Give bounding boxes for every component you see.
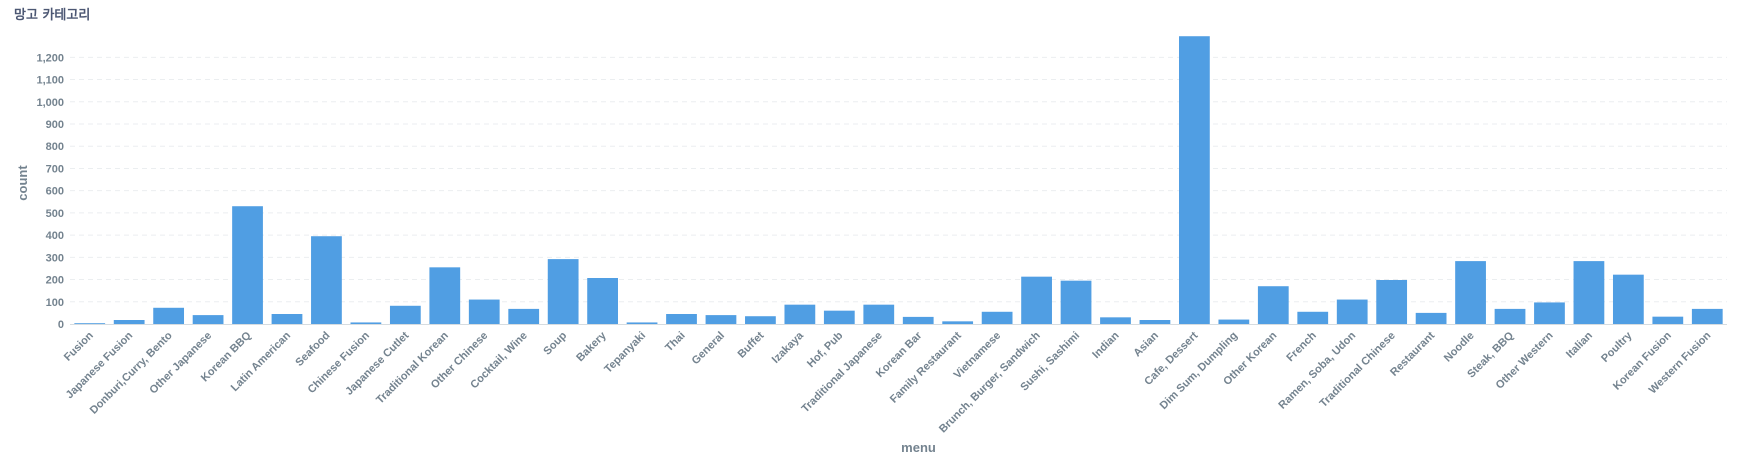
- bar[interactable]: [1691, 308, 1723, 324]
- x-tick-label: Soup: [541, 329, 569, 357]
- y-tick-label: 700: [46, 163, 64, 175]
- y-axis-label: count: [15, 165, 30, 201]
- y-tick-label: 400: [46, 230, 64, 242]
- bar[interactable]: [981, 311, 1013, 324]
- bar[interactable]: [271, 314, 303, 324]
- y-tick-label: 1,200: [36, 52, 64, 64]
- x-tick-label: Traditional Korean: [374, 329, 451, 406]
- y-tick-label: 1,100: [36, 75, 64, 87]
- bar[interactable]: [1257, 286, 1289, 324]
- bar[interactable]: [902, 316, 934, 324]
- y-axis-ticks: 0 100 200 300 400 500 600 700 800 900 1,000 1,100 1,…: [36, 52, 64, 331]
- bar[interactable]: [705, 315, 737, 324]
- bar[interactable]: [192, 315, 224, 324]
- x-tick-label: Hof, Pub: [805, 329, 846, 370]
- bar[interactable]: [1573, 261, 1605, 324]
- bar[interactable]: [1376, 280, 1408, 324]
- x-tick-label: Tepanyaki: [602, 330, 648, 376]
- x-tick-label: Noodle: [1442, 330, 1477, 365]
- bar[interactable]: [1612, 274, 1644, 324]
- x-axis-label: menu: [901, 440, 936, 455]
- x-tick-label: Indian: [1090, 329, 1122, 361]
- chart-title: 망고 카테고리: [14, 8, 91, 23]
- bar[interactable]: [1336, 299, 1368, 324]
- bar[interactable]: [153, 307, 185, 324]
- x-tick-label: Family Restaurant: [888, 329, 964, 405]
- y-tick-label: 200: [46, 275, 64, 287]
- bar[interactable]: [547, 259, 579, 324]
- bar[interactable]: [1179, 36, 1210, 324]
- x-tick-label: Traditional Chinese: [1318, 330, 1398, 410]
- bar[interactable]: [1218, 319, 1250, 324]
- x-tick-label: Izakaya: [770, 329, 807, 366]
- x-tick-label: Traditional Japanese: [799, 330, 884, 415]
- bar[interactable]: [74, 323, 106, 324]
- bar[interactable]: [863, 304, 895, 324]
- y-tick-label: 600: [46, 186, 64, 198]
- bar[interactable]: [942, 321, 974, 324]
- x-tick-label: Poultry: [1599, 329, 1635, 365]
- y-tick-label: 0: [58, 319, 64, 331]
- bar[interactable]: [1139, 320, 1171, 324]
- y-tick-label: 900: [46, 119, 64, 131]
- bar[interactable]: [508, 308, 540, 324]
- x-tick-label: Seafood: [293, 330, 332, 369]
- y-tick-label: 500: [46, 208, 64, 220]
- x-tick-label: General: [690, 330, 727, 367]
- x-tick-label: Bakery: [574, 329, 609, 364]
- bar[interactable]: [823, 310, 855, 324]
- x-tick-label: Thai: [663, 330, 687, 354]
- bar[interactable]: [113, 320, 145, 324]
- x-tick-label: Japanese Fusion: [64, 329, 136, 401]
- bar[interactable]: [1100, 317, 1131, 324]
- x-tick-label: Buffet: [736, 329, 767, 360]
- bar[interactable]: [666, 314, 697, 324]
- bar[interactable]: [626, 322, 658, 324]
- bar[interactable]: [311, 236, 342, 324]
- bar[interactable]: [1494, 308, 1526, 324]
- y-tick-label: 100: [46, 297, 64, 309]
- x-tick-label: Dim Sum, Dumpling: [1158, 330, 1240, 412]
- bar[interactable]: [468, 299, 500, 324]
- bar[interactable]: [429, 267, 461, 324]
- x-tick-label: Ramen, Soba, Udon: [1276, 329, 1358, 411]
- x-tick-label: French: [1284, 329, 1319, 364]
- bar[interactable]: [1297, 311, 1329, 324]
- grid-lines: [70, 56, 1727, 303]
- bar[interactable]: [784, 304, 816, 324]
- x-tick-label: Asian: [1131, 329, 1161, 359]
- bar[interactable]: [587, 278, 618, 324]
- y-tick-label: 1,000: [36, 97, 64, 109]
- bar[interactable]: [350, 322, 382, 324]
- bar[interactable]: [1534, 302, 1565, 324]
- bar[interactable]: [745, 316, 776, 324]
- bars: [74, 36, 1723, 324]
- y-tick-label: 800: [46, 141, 64, 153]
- bar[interactable]: [1652, 316, 1684, 324]
- bar[interactable]: [1060, 280, 1092, 324]
- x-tick-label: Italian: [1564, 329, 1595, 360]
- bar[interactable]: [232, 206, 263, 324]
- y-tick-label: 300: [46, 252, 64, 264]
- bar[interactable]: [389, 305, 421, 324]
- bar[interactable]: [1021, 276, 1052, 324]
- bar[interactable]: [1455, 261, 1486, 324]
- x-tick-label: Fusion: [62, 329, 96, 363]
- bar[interactable]: [1415, 312, 1447, 324]
